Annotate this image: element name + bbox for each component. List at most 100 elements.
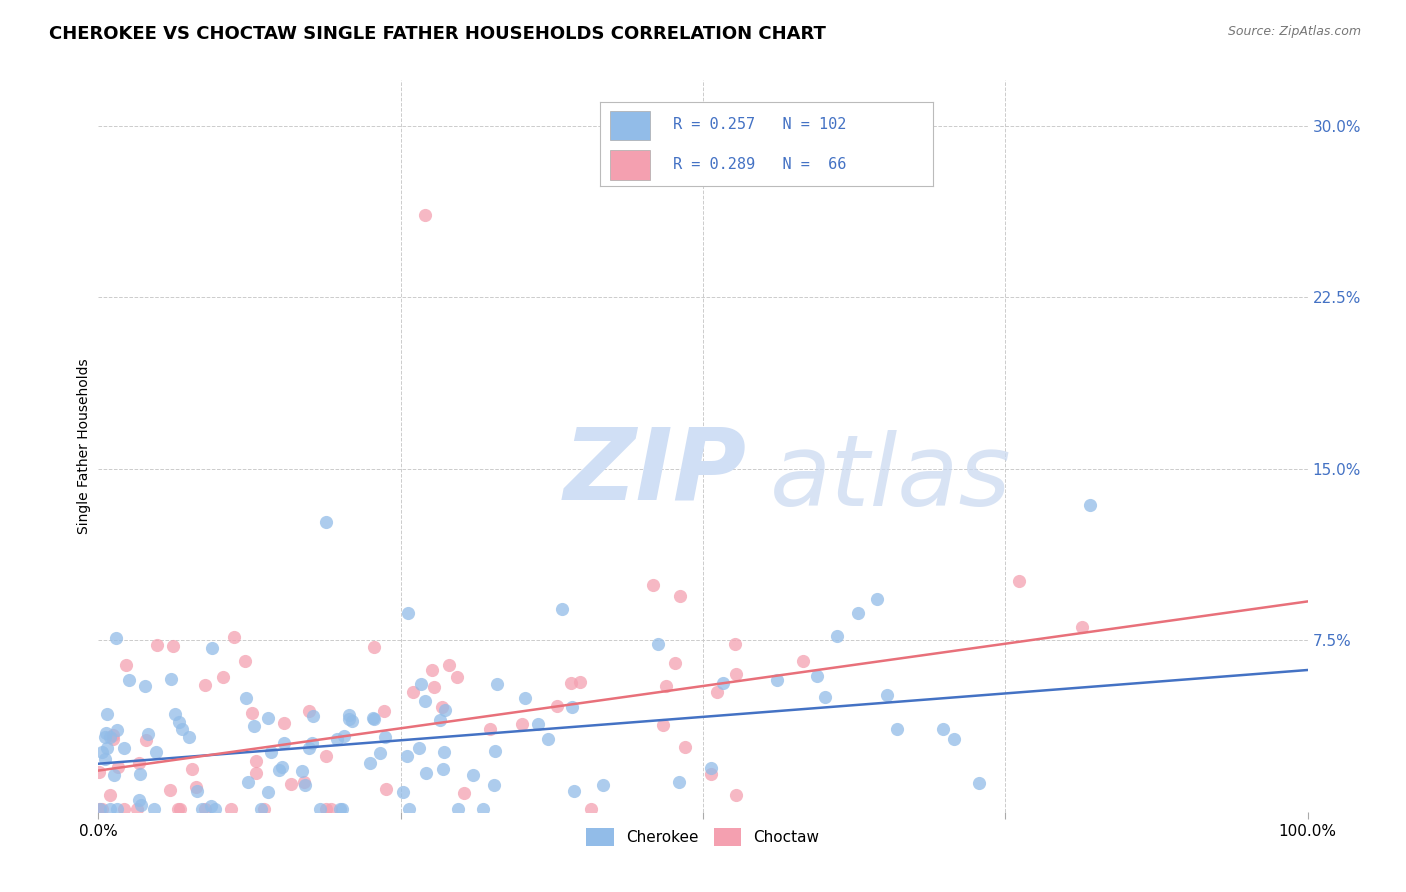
Point [408,740,430,755]
Point [413,208,436,222]
Point [87,802,110,816]
Point [713,676,735,690]
Point [1007,574,1029,588]
Point [866,592,889,607]
Point [429,713,451,727]
Point [191,802,214,816]
Point [301,708,323,723]
Text: Source: ZipAtlas.com: Source: ZipAtlas.com [1227,25,1361,38]
Point [89,802,111,816]
Point [561,699,583,714]
Point [724,636,747,650]
Point [560,676,582,690]
Point [128,793,150,807]
Point [105,802,128,816]
Point [117,673,139,688]
Point [94,725,117,739]
Point [253,802,276,816]
Point [876,688,898,702]
Point [340,714,363,729]
Point [333,729,356,743]
Point [664,657,686,671]
Point [267,764,290,778]
Point [98,802,121,816]
Point [396,749,419,764]
Point [298,741,321,756]
Point [160,672,183,686]
Point [398,802,420,816]
Point [668,775,690,789]
Point [298,705,321,719]
Point [273,716,295,731]
Point [101,728,124,742]
Point [194,678,217,692]
Point [243,719,266,733]
Point [537,732,560,747]
Point [432,699,454,714]
Point [245,766,267,780]
Point [101,731,124,746]
Point [402,685,425,699]
Point [129,797,152,812]
Point [145,745,167,759]
Point [527,716,550,731]
Point [422,664,444,678]
Point [103,768,125,782]
Point [186,784,208,798]
Point [725,788,748,802]
Point [461,767,484,781]
Point [806,669,828,683]
Legend: Cherokee, Choctaw: Cherokee, Choctaw [581,822,825,852]
Point [814,690,837,704]
Point [579,802,602,816]
Point [301,736,323,750]
Point [273,736,295,750]
Point [166,802,188,816]
Point [136,727,159,741]
Point [105,631,128,645]
Point [98,789,121,803]
Point [236,774,259,789]
Point [105,723,128,737]
Point [90,802,112,816]
Point [257,711,280,725]
Point [942,731,965,746]
Point [700,767,723,781]
Text: atlas: atlas [769,431,1011,527]
Point [170,723,193,737]
Point [655,679,678,693]
Point [330,802,353,816]
Point [222,631,245,645]
Point [294,774,316,789]
Point [240,706,263,720]
Point [129,767,152,781]
Point [89,765,111,780]
Point [510,717,533,731]
Point [308,802,330,816]
Point [433,703,456,717]
Point [186,780,208,794]
Point [177,730,200,744]
Point [271,760,294,774]
Point [98,730,121,744]
Point [652,718,675,732]
Point [725,666,748,681]
Point [181,762,204,776]
Point [112,741,135,756]
Point [319,802,342,816]
Point [766,673,789,687]
Point [200,641,222,656]
Point [568,674,591,689]
Point [413,694,436,708]
Point [360,756,382,771]
Point [162,639,184,653]
Point [643,578,665,592]
Point [315,515,337,529]
Point [143,802,166,816]
Point [125,802,148,816]
Point [245,755,267,769]
Point [592,778,614,792]
Point [135,733,157,747]
Point [792,654,814,668]
Point [846,607,869,621]
